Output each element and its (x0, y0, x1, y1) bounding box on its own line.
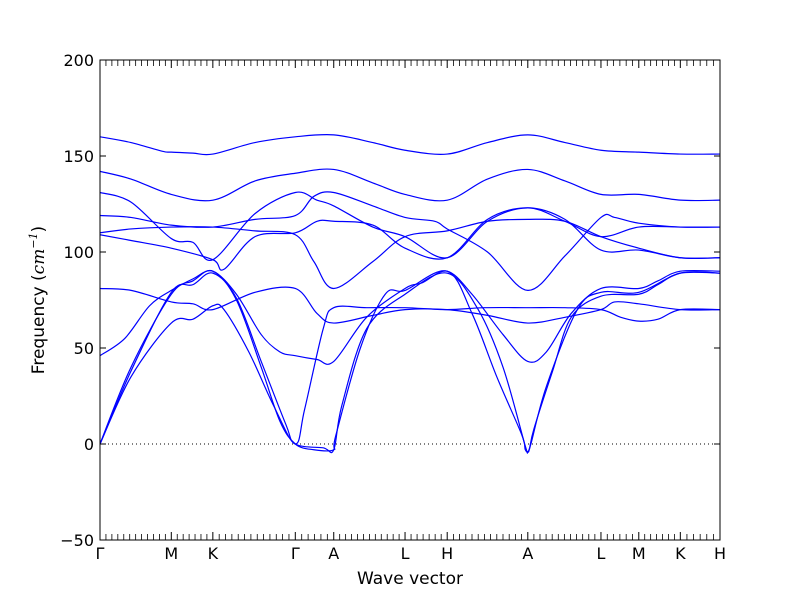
x-tick-label: L (596, 544, 605, 563)
y-tick-label: 100 (63, 243, 94, 262)
y-axis-label-unit: cm (29, 249, 49, 275)
y-axis-label-unit-exponent: −1 (27, 232, 40, 248)
x-tick-label: Γ (291, 544, 300, 563)
phonon-branch-2 (100, 168, 720, 202)
phonon-branch-1 (100, 133, 720, 156)
phonon-branch-4 (100, 191, 720, 292)
x-tick-label: M (632, 544, 646, 563)
y-axis-label-main: Frequency ( (29, 274, 49, 374)
phonon-branch-9 (100, 269, 720, 453)
y-tick-label: −50 (60, 531, 94, 550)
x-axis-label: Wave vector (357, 569, 463, 589)
phonon-branch-7 (100, 286, 720, 324)
y-tick-label: 200 (63, 51, 94, 70)
plot-frame (99, 59, 721, 541)
x-tick-label: A (522, 544, 533, 563)
x-tick-label: M (164, 544, 178, 563)
phonon-branch-11 (100, 271, 720, 454)
x-tick-label: K (675, 544, 686, 563)
x-tick-label: K (208, 544, 219, 563)
y-tick-label: 150 (63, 147, 94, 166)
phonon-branch-6 (100, 207, 720, 271)
x-tick-label: Γ (96, 544, 105, 563)
phonon-branch-8 (100, 269, 720, 365)
phonon-branch-5 (100, 218, 720, 290)
y-tick-label: 0 (84, 435, 94, 454)
x-tick-label: L (401, 544, 410, 563)
x-tick-label: H (441, 544, 453, 563)
phonon-branch-10 (100, 303, 720, 445)
y-axis-ticks: −50 0 50 100 150 200 (60, 51, 720, 550)
x-tick-label: A (328, 544, 339, 563)
y-tick-label: 50 (74, 339, 94, 358)
y-axis-label: Frequency (cm−1) (27, 226, 49, 374)
plot-area (100, 133, 720, 454)
y-axis-label-suffix: ) (29, 226, 49, 233)
x-tick-label: H (714, 544, 726, 563)
